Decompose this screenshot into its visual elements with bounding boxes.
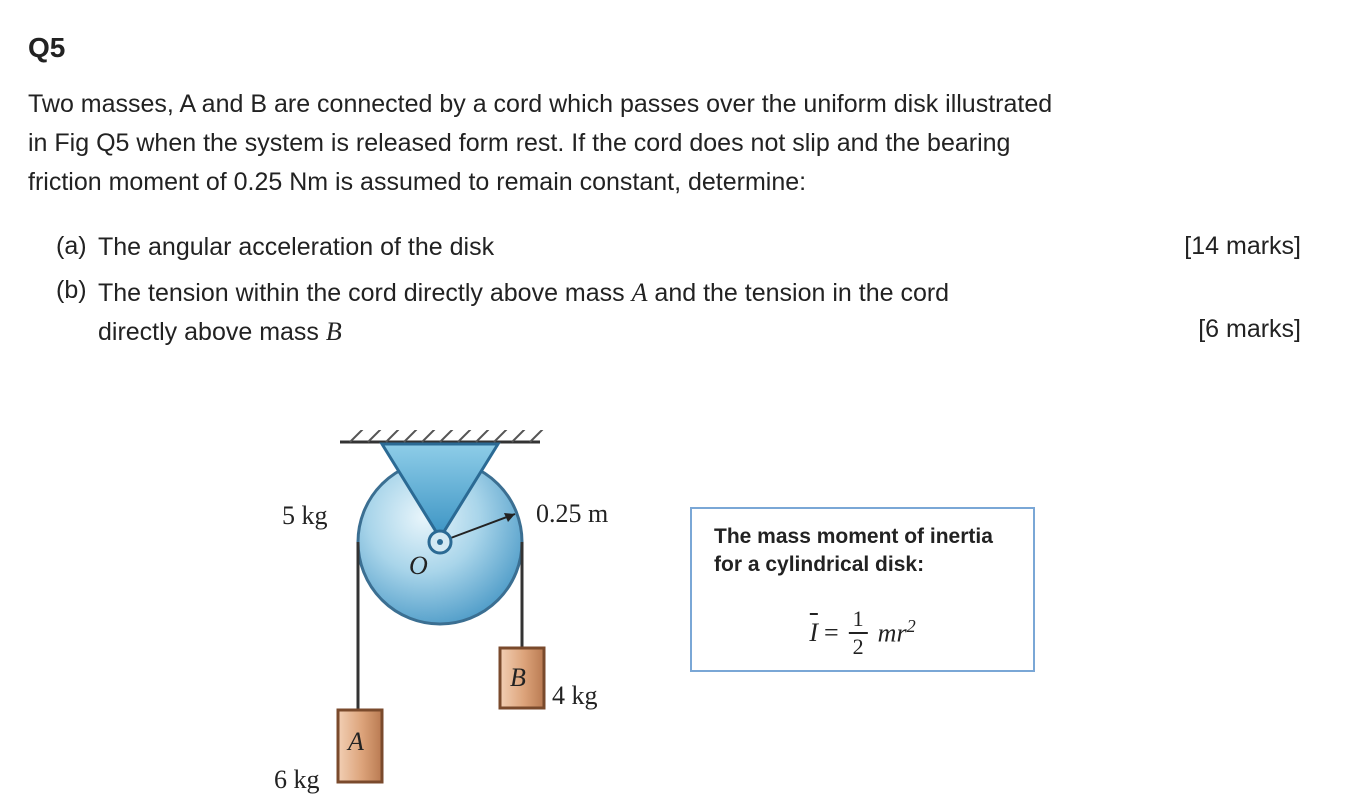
intro-line: in Fig Q5 when the system is released fo… <box>28 124 1301 163</box>
intro-line: Two masses, A and B are connected by a c… <box>28 85 1301 124</box>
inertia-hdr2: for a cylindrical disk: <box>714 551 1015 579</box>
axle-dot <box>437 539 443 545</box>
figure: 5 kg 0.25 m O A B 6 kg 4 kg The mass mom… <box>260 430 1160 790</box>
part-a: (a) The angular acceleration of the disk… <box>56 229 1301 267</box>
radius-label: 0.25 m <box>536 496 608 532</box>
part-a-label: (a) <box>56 229 98 264</box>
intro-text: Two masses, A and B are connected by a c… <box>28 85 1301 201</box>
block-b-letter: B <box>510 660 526 696</box>
one-half: 1 2 <box>849 608 868 658</box>
block-a-mass: 6 kg <box>274 762 320 798</box>
disk-mass-label: 5 kg <box>282 498 328 534</box>
frac-den: 2 <box>853 634 864 658</box>
equals: = <box>824 615 839 651</box>
part-b-label: (b) <box>56 273 98 308</box>
part-b-line1: The tension within the cord directly abo… <box>98 273 1301 313</box>
inertia-hdr1: The mass moment of inertia <box>714 523 1015 551</box>
ceiling-hatch <box>350 430 544 442</box>
part-a-text: The angular acceleration of the disk <box>98 229 1164 267</box>
block-b-mass: 4 kg <box>552 678 598 714</box>
intro-line: friction moment of 0.25 Nm is assumed to… <box>28 163 1301 202</box>
pulley-diagram <box>260 430 620 800</box>
frac-num: 1 <box>849 608 868 634</box>
inertia-formula: I = 1 2 mr2 <box>809 608 915 658</box>
question-number: Q5 <box>28 28 1301 67</box>
part-b-line2: directly above mass B <box>98 312 1178 352</box>
part-a-marks: [14 marks] <box>1164 229 1301 264</box>
part-b: (b) The tension within the cord directly… <box>56 273 1301 352</box>
mr-term: mr2 <box>878 614 916 652</box>
inertia-box: The mass moment of inertia for a cylindr… <box>690 507 1035 672</box>
I-bar-symbol: I <box>809 615 818 651</box>
parts-list: (a) The angular acceleration of the disk… <box>28 229 1301 352</box>
center-label-O: O <box>409 548 428 584</box>
part-b-marks: [6 marks] <box>1178 312 1301 352</box>
block-a-letter: A <box>348 724 364 760</box>
